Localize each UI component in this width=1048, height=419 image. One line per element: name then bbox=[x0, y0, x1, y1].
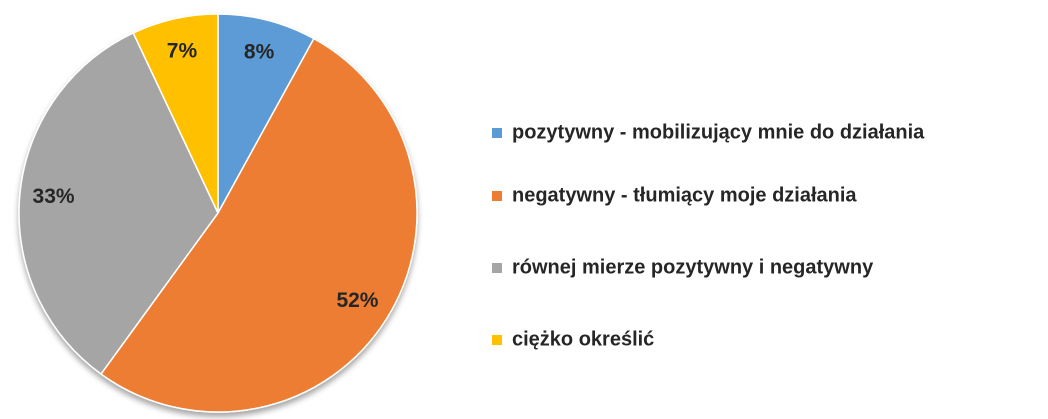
legend-marker bbox=[492, 263, 502, 273]
legend-label: równej mierze pozytywny i negatywny bbox=[512, 256, 874, 278]
legend-label: pozytywny - mobilizujący mnie do działan… bbox=[512, 121, 925, 143]
slice-label: 33% bbox=[33, 185, 75, 208]
legend-label: ciężko określić bbox=[512, 328, 654, 350]
slice-label: 7% bbox=[167, 39, 198, 62]
legend-marker bbox=[492, 335, 502, 345]
slice-label: 8% bbox=[244, 41, 275, 64]
pie-slice bbox=[132, 13, 219, 214]
legend-marker bbox=[492, 128, 502, 138]
pie-slice bbox=[18, 31, 219, 376]
slice-label: 52% bbox=[336, 289, 378, 312]
pie bbox=[18, 13, 418, 413]
pie-slice bbox=[99, 37, 418, 413]
legend-marker bbox=[492, 191, 502, 201]
legend-label: negatywny - tłumiący moje działania bbox=[512, 184, 857, 206]
pie-slice bbox=[217, 13, 315, 214]
